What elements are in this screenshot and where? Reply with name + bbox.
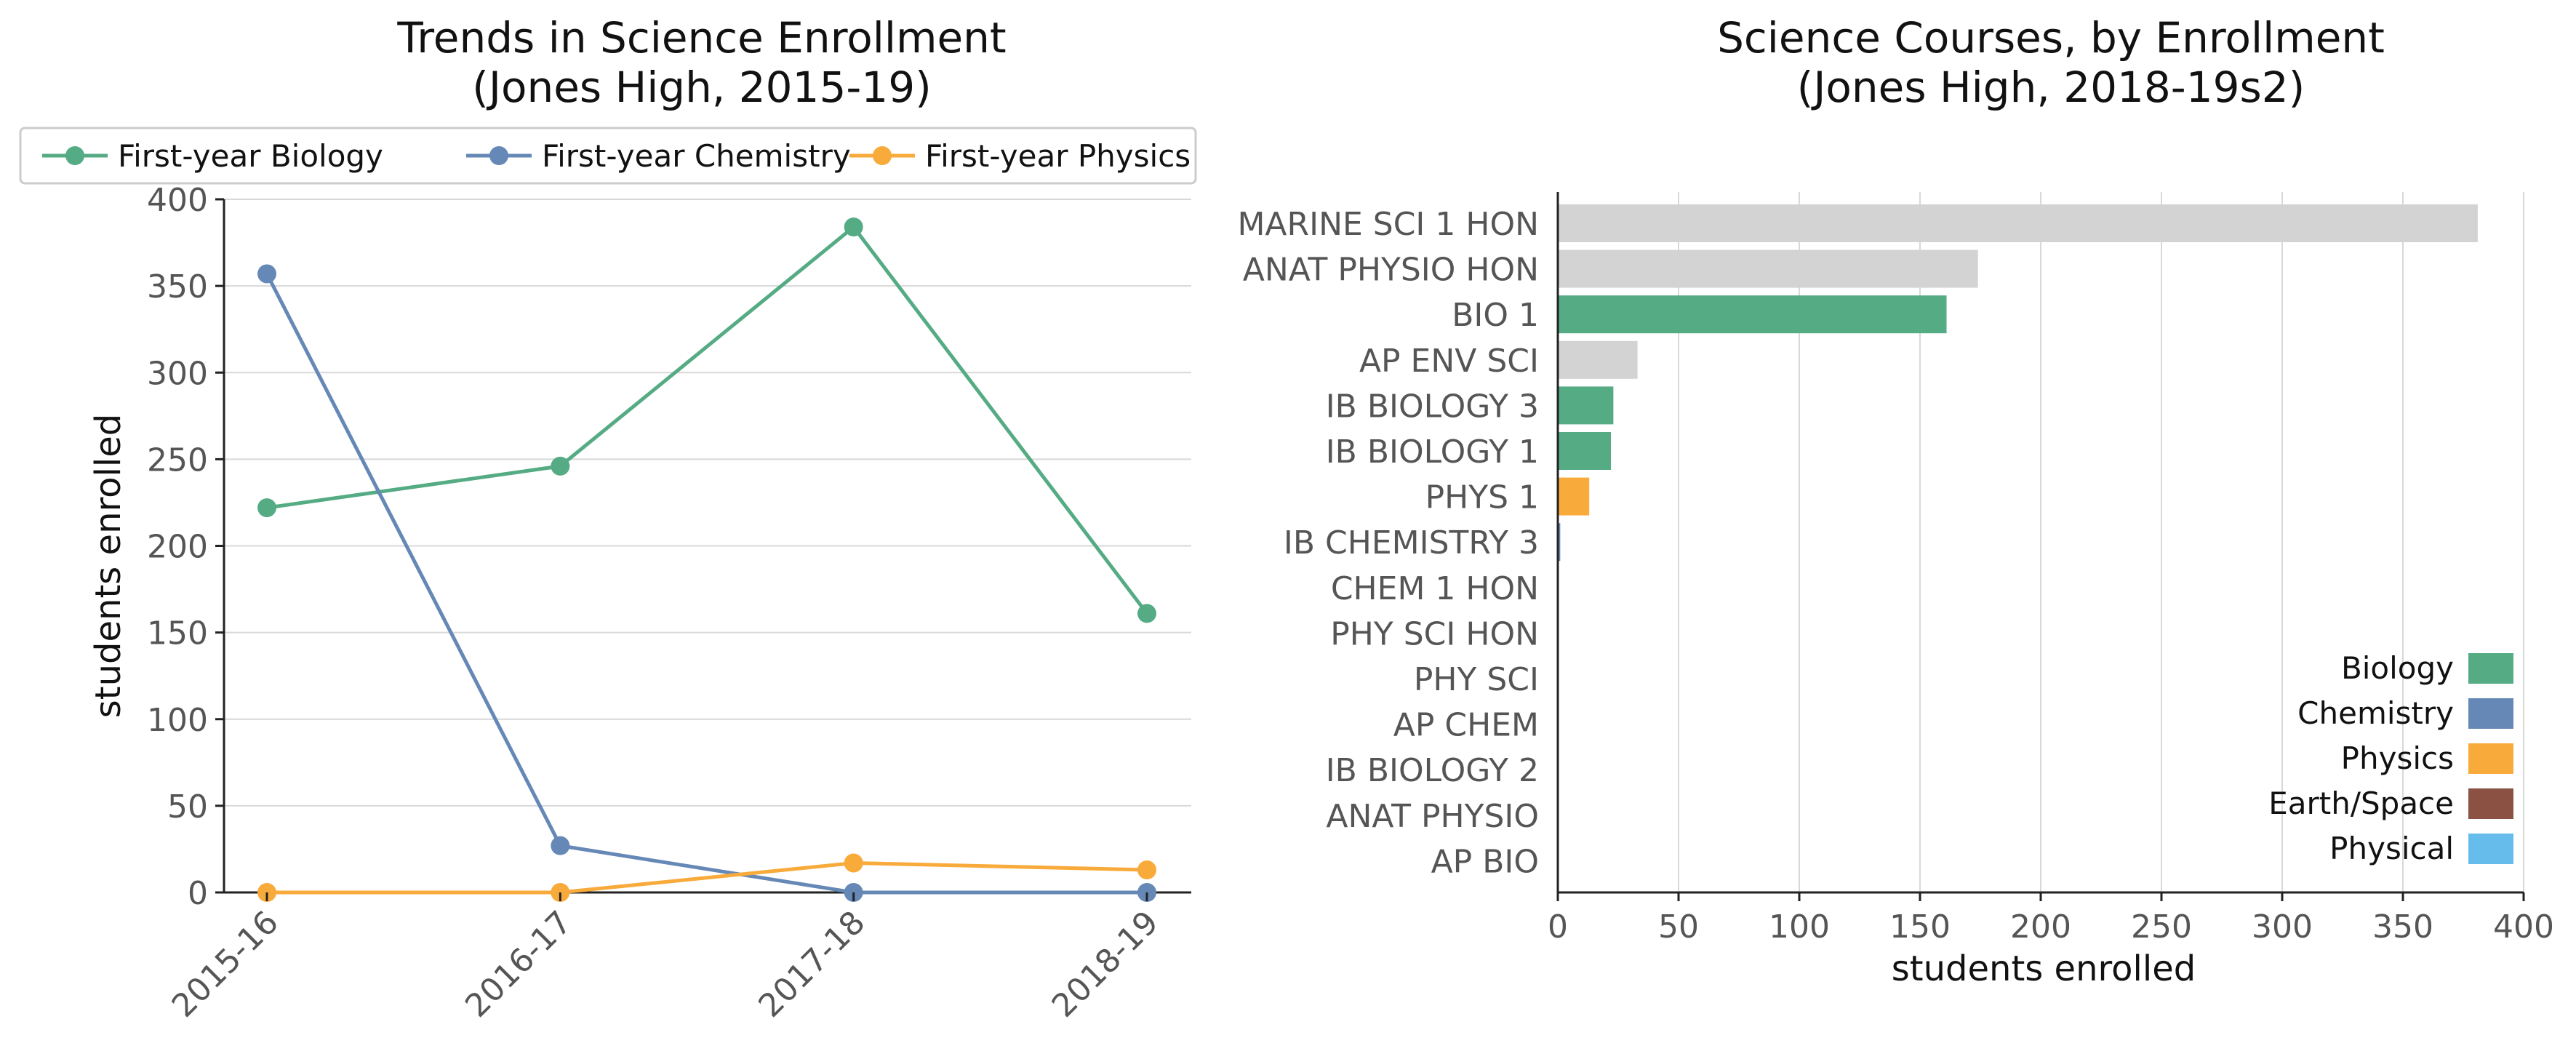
- bar-category-label: PHY SCI HON: [1330, 615, 1539, 652]
- bar-chart: Science Courses, by Enrollment (Jones Hi…: [1237, 13, 2554, 989]
- bar-category-label: BIO 1: [1452, 297, 1539, 334]
- bar-category-label: IB CHEMISTRY 3: [1284, 524, 1539, 562]
- line-data-point: [1137, 860, 1156, 880]
- line-series-path: [267, 860, 1148, 895]
- bar-category-label: AP ENV SCI: [1359, 343, 1539, 380]
- bar-legend-swatch: [2468, 698, 2513, 729]
- bar-category-label: ANAT PHYSIO: [1326, 798, 1539, 835]
- bar-legend-swatch: [2468, 743, 2513, 774]
- bar-legend-swatch: [2468, 653, 2513, 684]
- line-x-tick-label: 2018-19: [1045, 904, 1166, 1025]
- bar: [1558, 386, 1614, 425]
- line-data-point: [257, 264, 276, 284]
- line-chart-title: Trends in Science Enrollment: [396, 13, 1006, 63]
- line-x-tick-label: 2015-16: [165, 904, 286, 1025]
- bar-chart-title: Science Courses, by Enrollment: [1717, 13, 2385, 63]
- bar-legend-swatch: [2468, 834, 2513, 864]
- line-y-tick-label: 300: [147, 355, 208, 392]
- bar: [1558, 477, 1590, 516]
- line-data-point: [551, 456, 570, 476]
- line-y-tick-label: 150: [147, 615, 208, 652]
- line-x-tick-label: 2016-17: [458, 904, 579, 1025]
- bar-category-label: IB BIOLOGY 2: [1326, 752, 1539, 789]
- bar-category-label: MARINE SCI 1 HON: [1237, 206, 1539, 243]
- bar-chart-legend: Biology Chemistry Physics Earth/Space Physic…: [2268, 650, 2513, 866]
- bar: [1558, 523, 1561, 562]
- line-y-tick-label: 50: [167, 788, 208, 826]
- bar: [1558, 204, 2478, 242]
- line-chart-subtitle: (Jones High, 2015-19): [472, 63, 931, 112]
- bar-x-tick-label: 200: [2010, 908, 2071, 946]
- line-data-point: [844, 217, 863, 237]
- bar-x-tick-label: 100: [1769, 908, 1830, 946]
- bar-chart-subtitle: (Jones High, 2018-19s2): [1797, 63, 2305, 112]
- bar-legend-label: Physics: [2341, 740, 2454, 776]
- line-data-point: [551, 836, 570, 855]
- line-series-path: [265, 273, 1147, 895]
- line-chart: Trends in Science Enrollment (Jones High…: [19, 13, 1197, 1025]
- bar-legend-label: Physical: [2329, 831, 2454, 866]
- line-x-tick-label: 2017-18: [751, 904, 872, 1025]
- bar: [1558, 295, 1947, 334]
- bar-category-label: AP BIO: [1431, 843, 1539, 880]
- line-series-path: [266, 224, 1148, 615]
- bar-category-label: IB BIOLOGY 1: [1326, 433, 1539, 471]
- bar-x-tick-label: 350: [2372, 908, 2433, 946]
- bar-legend-label: Chemistry: [2297, 695, 2454, 731]
- line-data-point: [1137, 604, 1156, 623]
- line-legend-swatch-marker: [873, 146, 892, 165]
- bar: [1558, 340, 1638, 379]
- bar: [1558, 432, 1612, 470]
- line-legend-frame: [19, 127, 1197, 185]
- line-legend-swatch-marker: [489, 146, 508, 165]
- line-legend-label: First-year Chemistry: [542, 138, 851, 174]
- line-chart-y-axis-label: students enrolled: [88, 414, 129, 718]
- bar-x-tick-label: 0: [1548, 908, 1568, 946]
- line-legend-label: First-year Biology: [118, 138, 383, 174]
- bar-x-tick-label: 400: [2493, 908, 2554, 946]
- line-data-point: [257, 498, 276, 518]
- line-y-tick-label: 200: [147, 529, 208, 566]
- bar: [1558, 249, 1978, 288]
- bar-x-tick-label: 150: [1889, 908, 1951, 946]
- line-legend-label: First-year Physics: [925, 138, 1191, 174]
- bar-x-tick-label: 250: [2131, 908, 2192, 946]
- bar-category-label: PHYS 1: [1425, 479, 1539, 516]
- bar-chart-x-axis-label: students enrolled: [1892, 948, 2196, 989]
- line-chart-legend: First-year Biology First-year Chemistry Fi…: [19, 127, 1197, 185]
- bar-legend-swatch: [2468, 788, 2513, 819]
- bar-category-label: CHEM 1 HON: [1331, 570, 1539, 607]
- bar-category-label: AP CHEM: [1393, 707, 1539, 744]
- line-y-tick-label: 0: [188, 875, 208, 912]
- line-data-point: [844, 853, 863, 873]
- line-legend-swatch-marker: [65, 146, 84, 165]
- bar-category-label: ANAT PHYSIO HON: [1243, 252, 1539, 289]
- bar-legend-label: Earth/Space: [2268, 786, 2454, 821]
- bar-category-label: PHY SCI: [1414, 661, 1539, 698]
- bar-x-tick-label: 50: [1658, 908, 1699, 946]
- bar-legend-label: Biology: [2341, 650, 2454, 686]
- bar-x-tick-label: 300: [2252, 908, 2313, 946]
- line-y-tick-label: 350: [147, 268, 208, 305]
- line-y-tick-label: 250: [147, 441, 208, 479]
- line-y-tick-label: 400: [147, 182, 208, 219]
- line-y-tick-label: 100: [147, 702, 208, 739]
- bar-category-label: IB BIOLOGY 3: [1326, 388, 1539, 425]
